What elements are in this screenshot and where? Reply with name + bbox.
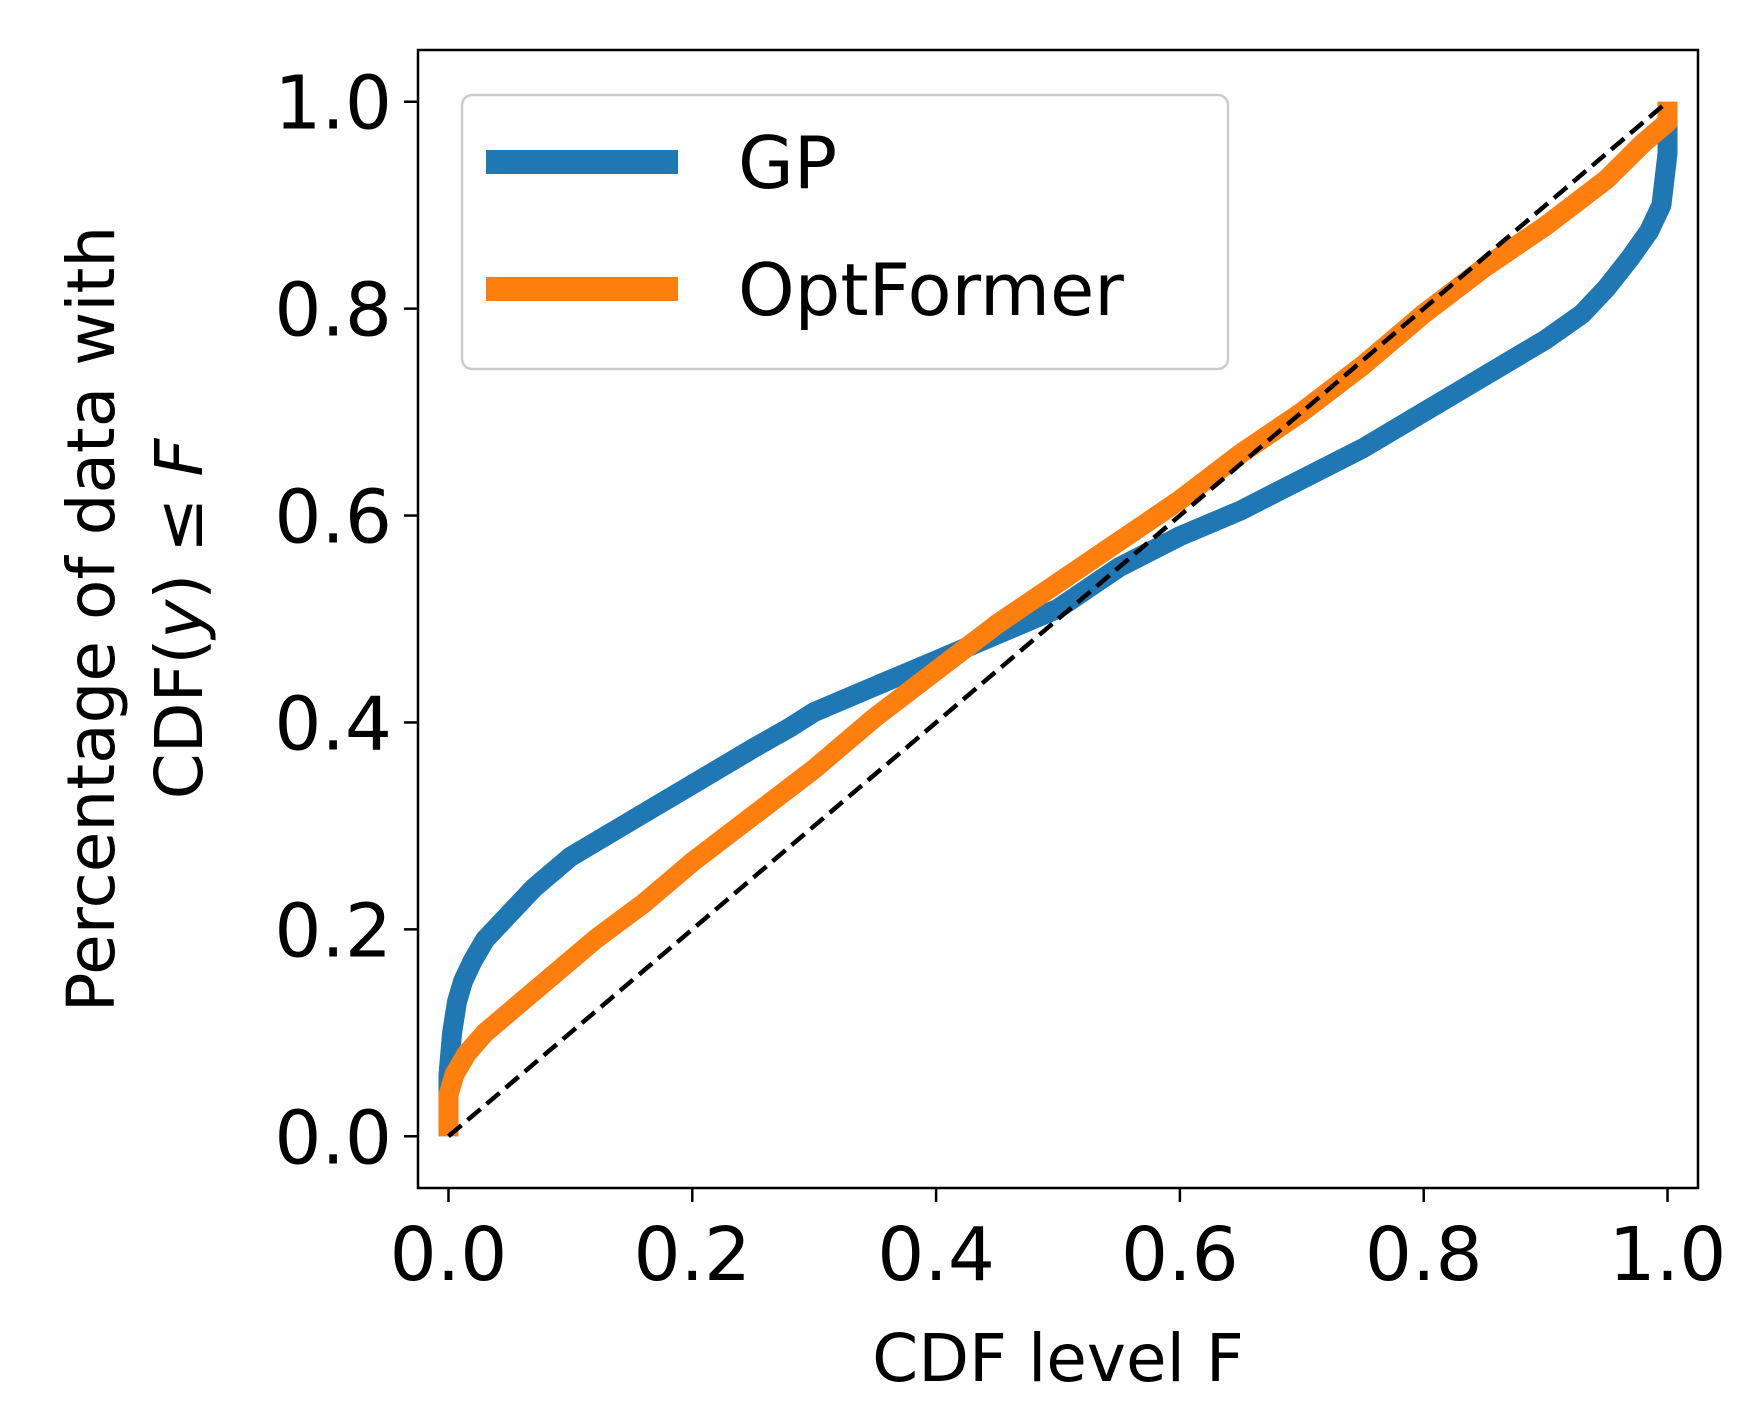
x-tick-label: 0.6 (1121, 1212, 1239, 1298)
y-tick-label: 1.0 (274, 61, 392, 147)
series-line-optformer (438, 101, 1678, 1137)
y-axis-label-end: F (141, 438, 218, 477)
x-ticks: 0.0 0.2 0.4 0.6 0.8 1.0 (390, 1188, 1727, 1298)
y-axis-label-prefix: CDF( (141, 639, 218, 800)
x-axis-label: CDF level F (872, 1320, 1244, 1397)
plot-frame (416, 48, 1700, 1190)
y-ticks: 0.0 0.2 0.4 0.6 0.8 1.0 (274, 61, 418, 1181)
x-tick-label: 0.2 (633, 1212, 751, 1298)
plot-layer (438, 100, 1678, 1138)
x-tick-label: 0.8 (1365, 1212, 1483, 1298)
y-axis-label-var: y (141, 599, 218, 641)
x-tick-label: 1.0 (1609, 1212, 1727, 1298)
legend-label-gp: GP (738, 121, 837, 205)
y-tick-label: 0.6 (274, 475, 392, 561)
y-tick-label: 0.8 (274, 268, 392, 354)
legend: GP OptFormer (460, 93, 1230, 371)
legend-label-optformer: OptFormer (738, 248, 1124, 332)
y-axis-label-mid: ) ≤ (141, 477, 218, 600)
reference-diagonal-line (447, 100, 1669, 1138)
x-tick-label: 0.0 (390, 1212, 508, 1298)
y-tick-label: 0.0 (274, 1095, 392, 1181)
y-tick-label: 0.4 (274, 681, 392, 767)
y-axis-label-line2: CDF(y) ≤ F (141, 438, 218, 800)
x-tick-label: 0.4 (877, 1212, 995, 1298)
y-tick-label: 0.2 (274, 888, 392, 974)
y-axis-label-line1: Percentage of data with (53, 226, 130, 1013)
